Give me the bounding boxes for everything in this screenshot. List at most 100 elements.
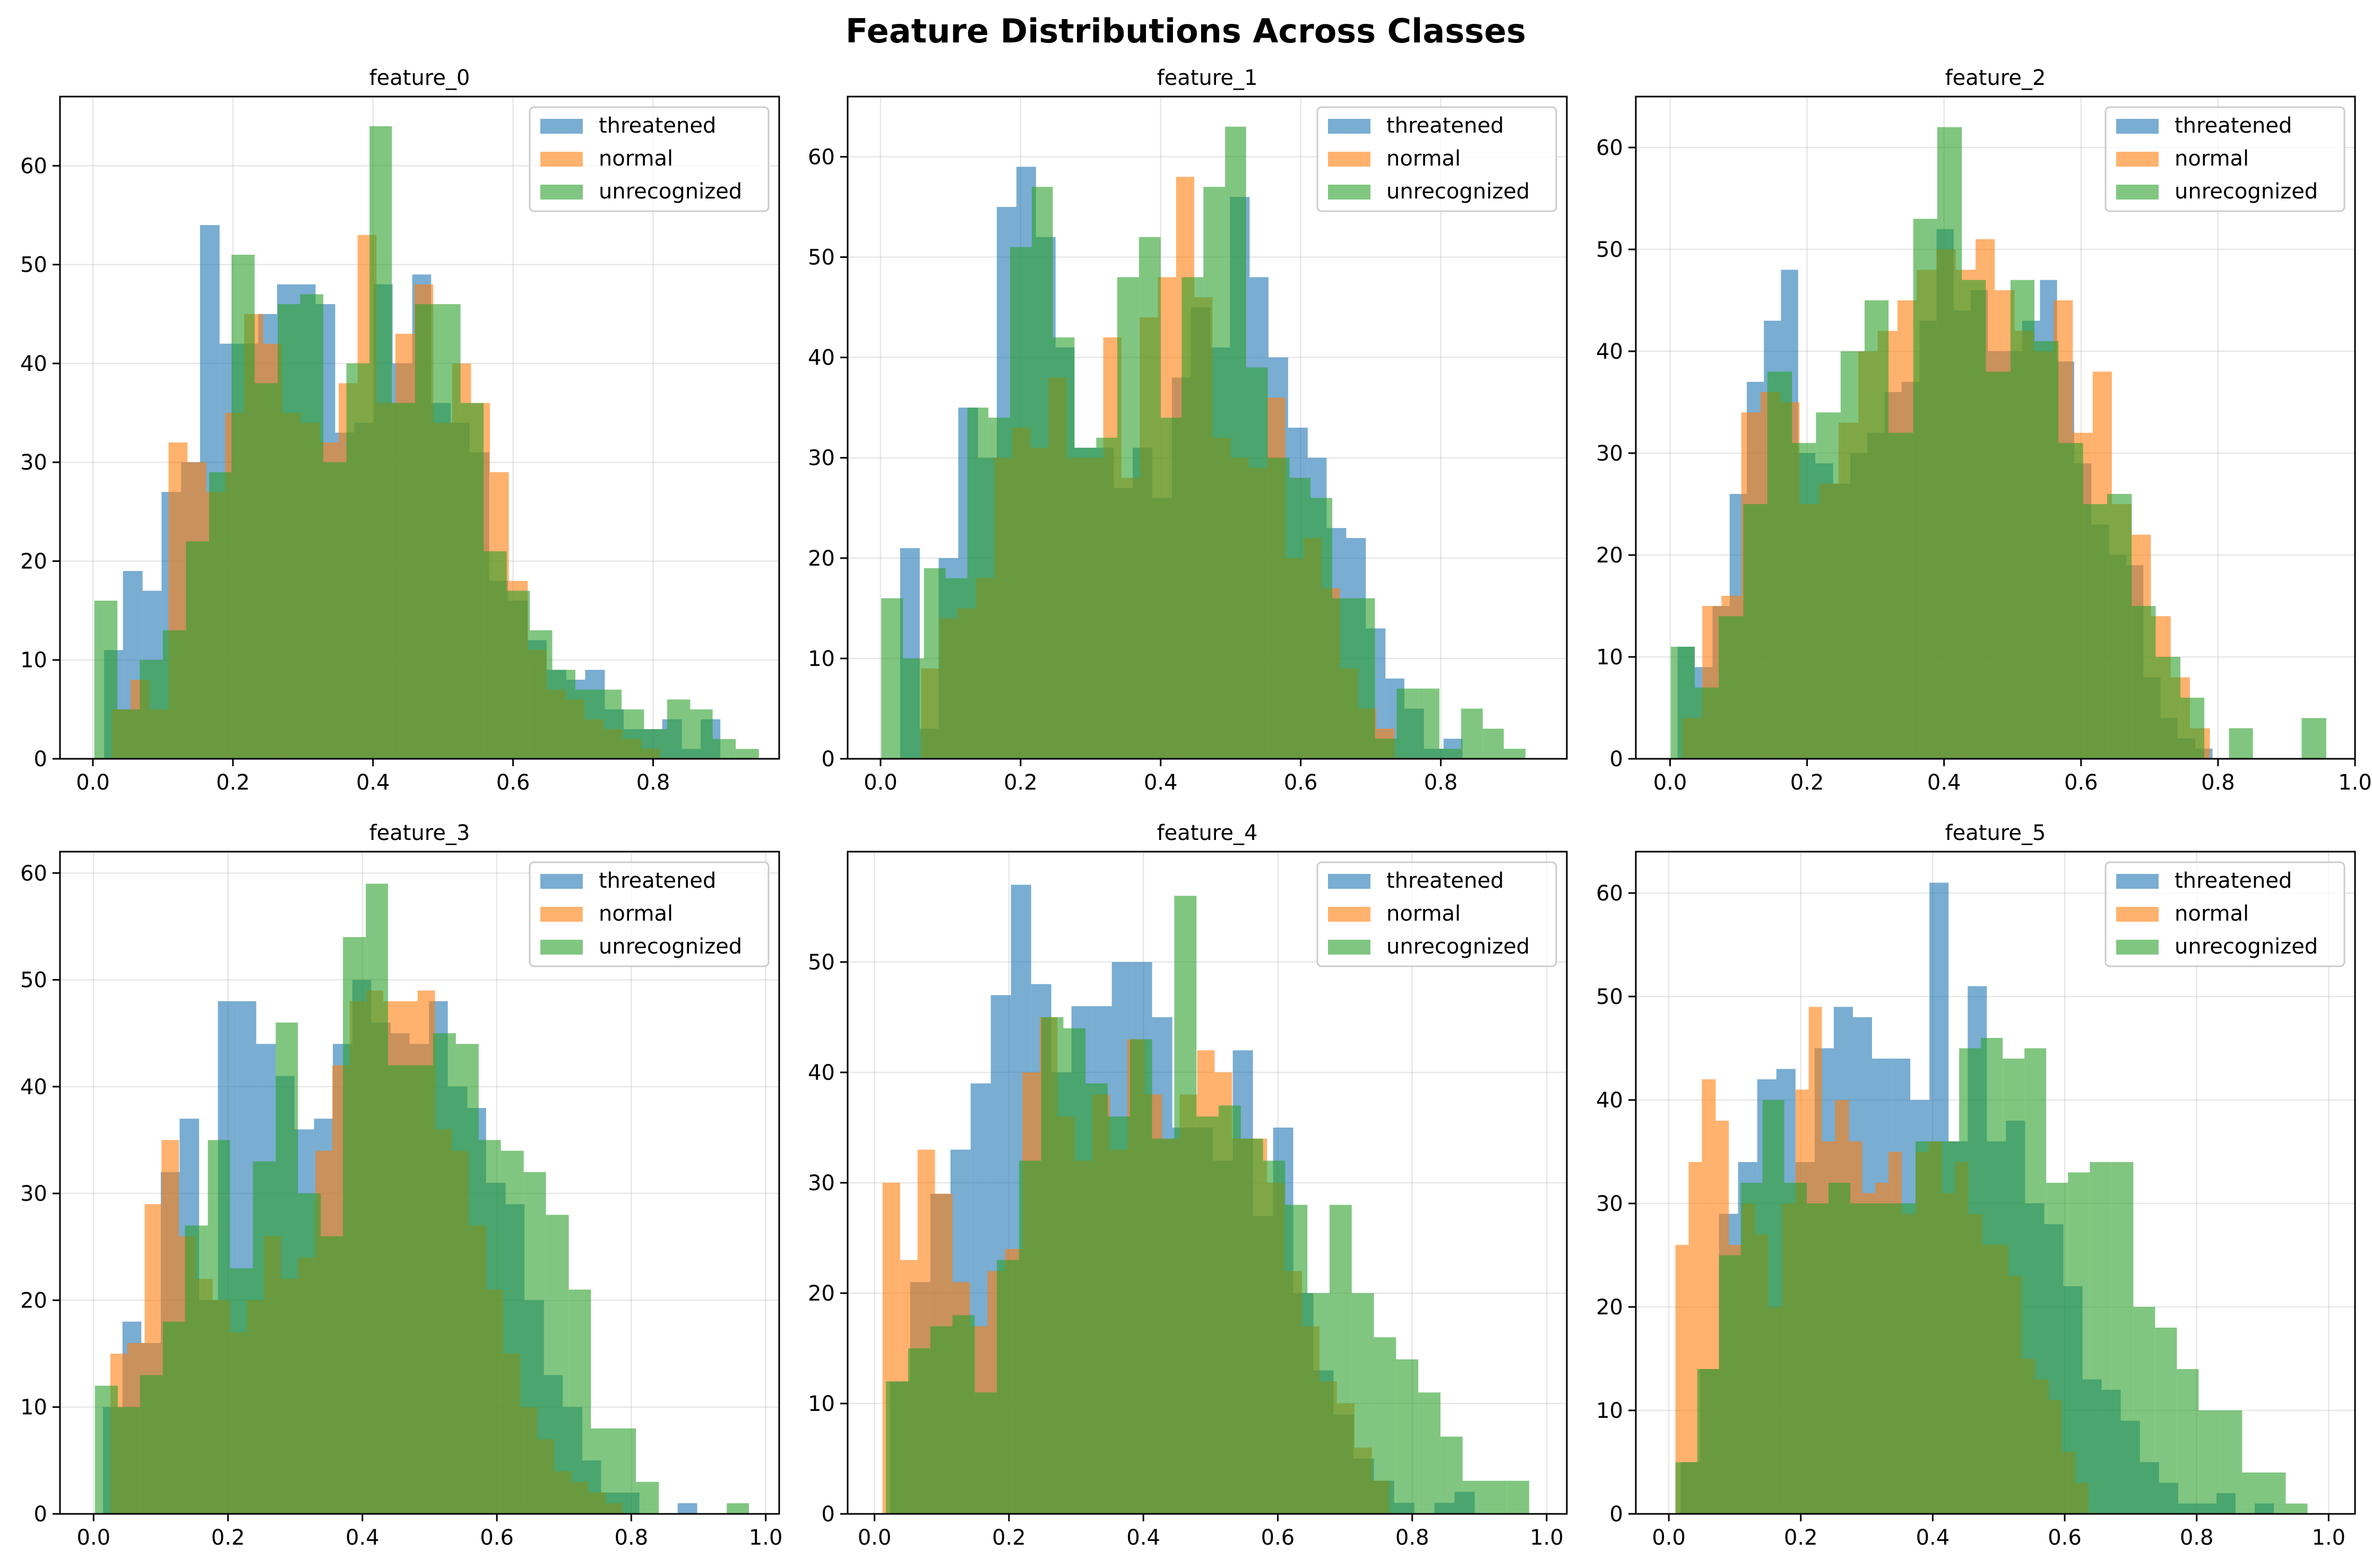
histogram-bar [736,749,759,759]
y-tick-label: 50 [808,246,835,270]
axis-ticks: 0.0 0.2 0.4 0.6 0.8 1.0 0 10 20 30 40 50 60 [20,861,782,1550]
y-tick-label: 40 [808,346,835,370]
histogram-bar [1063,1028,1086,1514]
histogram-bar [2083,504,2107,759]
legend-label-threatened: threatened [2175,869,2292,893]
y-tick-label: 20 [1596,1295,1623,1320]
subplot-title: feature_4 [1157,821,1258,845]
x-tick-label: 0.4 [356,770,390,795]
histogram-bar [1418,1392,1441,1514]
legend-label-unrecognized: unrecognized [599,179,742,204]
histogram-bar [230,1268,253,1514]
y-tick-label: 30 [20,451,47,475]
histogram-bar [2229,728,2253,759]
histogram-bar [1219,1105,1241,1514]
histogram-bar [930,1326,953,1514]
histogram-bar [1203,187,1226,759]
axes-frame [1635,851,2356,1515]
y-tick-label: 60 [1596,881,1623,906]
subplot-4: 0.0 0.2 0.4 0.6 0.8 1.0 0 10 20 30 40 50 60 feature_3… [20,821,782,1550]
legend: threatened normal unrecognized [2104,106,2345,212]
histogram-bar [2155,657,2180,759]
x-tick-label: 0.6 [2064,770,2098,795]
legend-swatch-normal [1328,907,1370,922]
histogram-bar [1913,219,1937,759]
y-tick-label: 60 [808,145,835,169]
series-unrecognized [1670,127,2326,759]
histogram-bar [438,304,461,759]
legend-frame [529,861,770,967]
histogram-bar [278,304,300,759]
y-tick-label: 10 [20,1396,47,1420]
legend-label-threatened: threatened [1386,114,1504,138]
histogram-bar [636,1482,659,1514]
histogram-bar [1840,351,1865,759]
histogram-bar [1152,1138,1175,1514]
subplot-1: 0.0 0.2 0.4 0.6 0.8 0 10 20 30 40 50 60 feature_0thr… [20,66,780,795]
subplot-title: feature_1 [1157,66,1258,90]
histogram-bar [209,472,232,759]
legend-frame [529,106,770,212]
legend-label-unrecognized: unrecognized [599,934,742,959]
histogram-bar [568,1289,591,1514]
histogram-bar [1981,1038,2003,1514]
legend-swatch-threatened [1328,119,1370,134]
histogram-bar [298,1193,321,1514]
histogram-bar [2198,1410,2221,1514]
legend: threatened normal unrecognized [1316,861,1557,967]
histogram-bar [1019,1160,1041,1514]
histogram-bar [1267,457,1290,759]
x-tick-label: 0.0 [77,1526,111,1550]
histogram-bar [530,630,553,759]
legend-label-normal: normal [599,146,673,171]
x-tick-label: 0.0 [76,770,110,795]
legend-swatch-unrecognized [540,940,583,955]
x-tick-label: 0.8 [1395,1526,1429,1550]
histogram-bar [253,1161,276,1514]
histogram-bar [1828,1183,1851,1514]
y-tick-label: 40 [20,1075,47,1099]
y-tick-label: 20 [1596,543,1623,568]
subplot-title: feature_3 [369,821,470,845]
x-tick-label: 0.8 [2201,770,2235,795]
y-tick-label: 30 [20,1182,47,1206]
histogram-bar [162,630,186,759]
histogram-bar [1196,1116,1219,1514]
axes-frame [59,851,780,1515]
histogram-bar [1351,1293,1374,1514]
histogram-bar [2058,443,2083,759]
histogram-bar [323,462,347,759]
y-tick-label: 40 [1596,1088,1623,1113]
histogram-bar [1888,432,1913,759]
legend-swatch-threatened [540,874,583,889]
x-tick-label: 0.4 [1126,1526,1160,1550]
y-tick-label: 0 [1610,1502,1623,1527]
histogram-bar [886,1381,908,1514]
histogram-bar [2285,1503,2308,1514]
x-tick-label: 0.0 [864,770,898,795]
histogram-bar [1894,1203,1916,1514]
legend: threatened normal unrecognized [529,861,770,967]
histogram-bar [2180,697,2205,759]
x-tick-label: 0.0 [858,1526,892,1550]
histogram-bar [552,670,576,759]
histogram-bar [1031,187,1053,759]
histogram-bar [1240,1138,1263,1514]
histogram-bar [1310,498,1333,759]
y-tick-label: 50 [808,950,835,975]
histogram-bar [478,1140,501,1514]
histogram-bar [2034,341,2059,759]
legend-label-threatened: threatened [599,869,716,893]
x-tick-label: 0.4 [1927,770,1961,795]
y-tick-label: 50 [20,253,47,278]
axes-frame [847,96,1568,760]
axis-ticks: 0.0 0.2 0.4 0.6 0.8 0 10 20 30 40 50 60 [808,145,1457,795]
histogram-bar [2132,606,2156,759]
histogram-bar [2107,493,2132,759]
legend-frame [2104,106,2345,212]
histogram-bar [392,403,415,759]
histogram-bar [1865,300,1889,759]
histogram-bar [952,1315,975,1514]
histogram-bar [690,709,713,759]
